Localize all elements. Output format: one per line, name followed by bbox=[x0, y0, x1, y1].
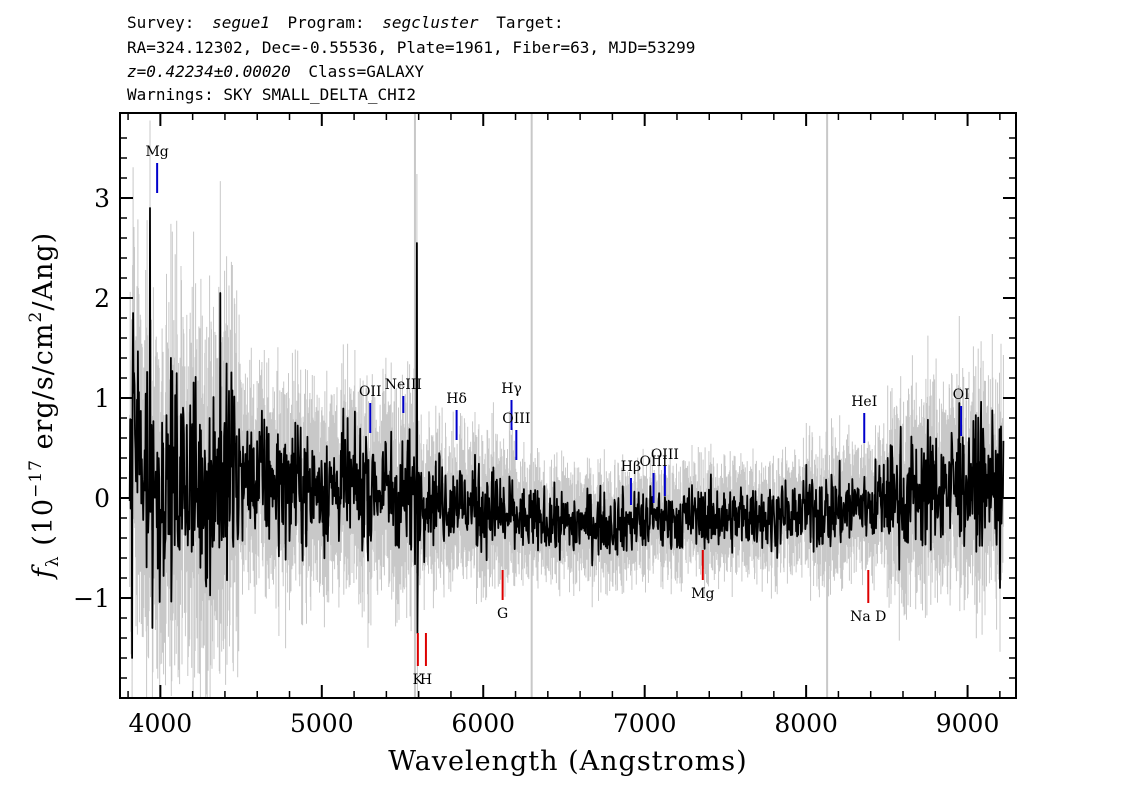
survey-label: Survey: bbox=[127, 13, 194, 32]
x-axis-title: Wavelength (Angstroms) bbox=[388, 746, 747, 777]
x-tick-label: 7000 bbox=[613, 709, 677, 738]
target-label: Target: bbox=[496, 13, 563, 32]
plot-frame bbox=[119, 112, 1017, 699]
absorption-line-label: Na D bbox=[850, 609, 886, 625]
header-line-4: Warnings: SKY SMALL_DELTA_CHI2 bbox=[127, 85, 416, 104]
x-tick-label: 6000 bbox=[451, 709, 515, 738]
survey-value: segue1 bbox=[212, 13, 270, 32]
emission-line-label: HeI bbox=[851, 394, 877, 410]
emission-line-label: OII bbox=[359, 384, 382, 400]
redshift-text: z=0.42234±0.00020 bbox=[127, 62, 291, 81]
program-value: segcluster bbox=[382, 13, 479, 32]
y-axis-title: fλ (10−17 erg/s/cm2/Ang) bbox=[26, 232, 63, 580]
emission-line-label: Hβ bbox=[621, 459, 641, 475]
y-tick-label: 0 bbox=[94, 484, 110, 513]
y-tick-label: −1 bbox=[73, 584, 110, 613]
header: Survey: segue1 Program: segcluster Targe… bbox=[127, 13, 695, 104]
emission-line-label: OIII bbox=[651, 447, 679, 463]
emission-line-label: OI bbox=[953, 387, 970, 403]
absorption-line-label: Mg bbox=[691, 586, 714, 602]
program-label: Program: bbox=[288, 13, 365, 32]
absorption-line-label: K bbox=[413, 672, 424, 688]
x-tick-label: 4000 bbox=[129, 709, 193, 738]
class-text: Class=GALAXY bbox=[308, 62, 424, 81]
axis-ticks bbox=[120, 113, 1016, 698]
header-line-3: z=0.42234±0.00020 Class=GALAXY bbox=[127, 62, 424, 81]
y-tick-label: 1 bbox=[94, 384, 110, 413]
emission-line-label: OIII bbox=[502, 411, 530, 427]
header-line-1: Survey: segue1 Program: segcluster Targe… bbox=[127, 13, 564, 32]
y-tick-label: 2 bbox=[94, 284, 110, 313]
header-line-2: RA=324.12302, Dec=-0.55536, Plate=1961, … bbox=[127, 38, 695, 57]
flux-line bbox=[128, 207, 1005, 659]
x-tick-label: 8000 bbox=[774, 709, 838, 738]
emission-line-label: NeIII bbox=[385, 377, 422, 393]
emission-line-label: OIII bbox=[640, 454, 668, 470]
absorption-line-label: H bbox=[420, 672, 432, 688]
sky-lines bbox=[413, 113, 829, 698]
y-tick-label: 3 bbox=[94, 184, 110, 213]
emission-line-label: Hγ bbox=[501, 381, 522, 397]
emission-line-label: Mg bbox=[145, 144, 168, 160]
x-tick-label: 9000 bbox=[936, 709, 1000, 738]
emission-line-label: Hδ bbox=[446, 391, 467, 407]
absorption-line-label: G bbox=[497, 606, 508, 622]
x-tick-label: 5000 bbox=[290, 709, 354, 738]
axis-tick-labels: 4000 5000 6000 7000 8000 9000 −1 0 1 2 3 bbox=[73, 184, 999, 738]
